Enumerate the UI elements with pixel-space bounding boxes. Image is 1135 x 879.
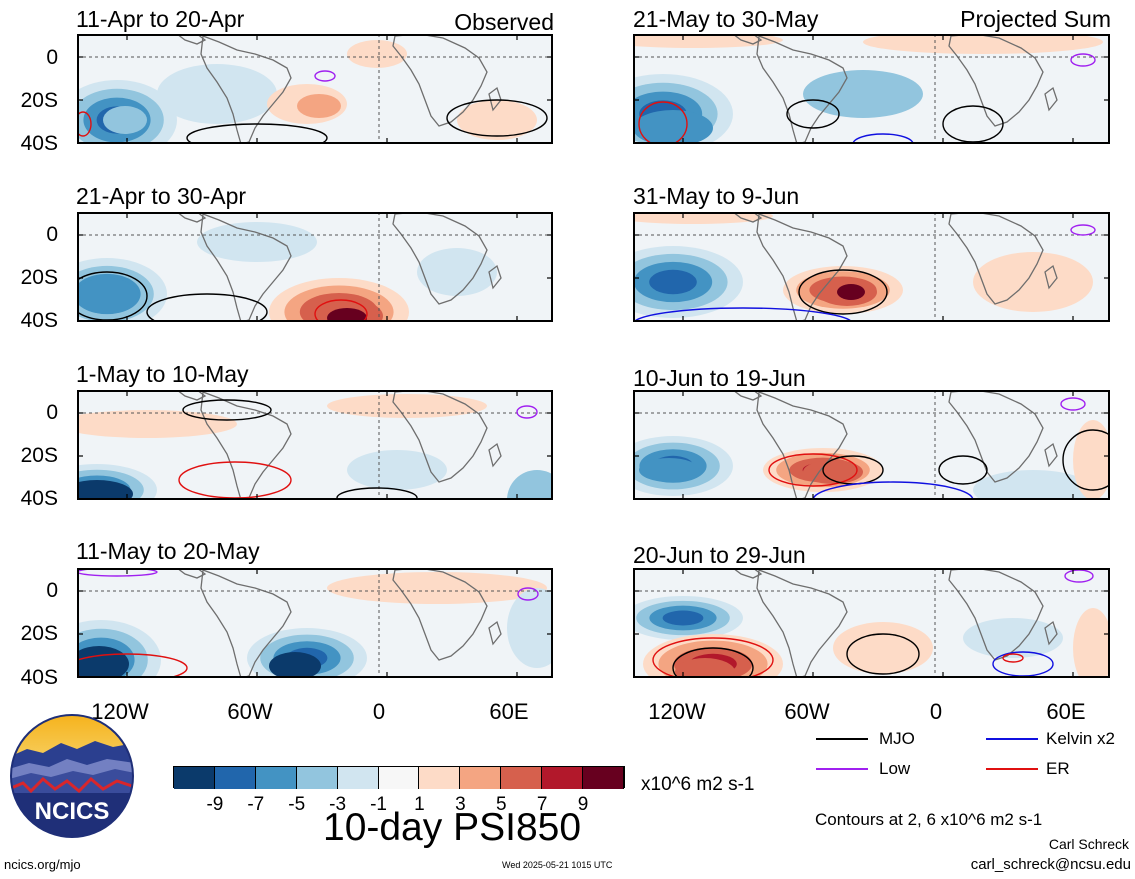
colorbar-label: -9	[206, 794, 224, 815]
colorbar-cell	[583, 767, 624, 789]
panel-title-right-2: 31-May to 9-Jun	[633, 183, 800, 209]
lon-label-60e: 60E	[489, 699, 529, 724]
colorbar-label: 9	[577, 794, 589, 815]
lat-label-20s: 20S	[20, 622, 58, 645]
footer-url: ncics.org/mjo	[4, 857, 81, 872]
lat-label-40s: 40S	[20, 487, 58, 510]
colorbar-cell	[296, 767, 338, 789]
colorbar-label: 1	[414, 794, 425, 815]
colorbar-label: 5	[495, 794, 507, 815]
lat-label-0: 0	[46, 223, 58, 246]
colorbar-cell	[542, 767, 584, 789]
colorbar-cell	[460, 767, 502, 789]
panel-title-left-4: 11-May to 20-May	[76, 538, 260, 564]
figure-title: 10-day PSI850	[323, 806, 582, 849]
lon-label-60e: 60E	[1046, 699, 1086, 724]
colorbar-cell	[214, 767, 256, 789]
lon-label-0: 0	[929, 699, 943, 724]
legend-swatch-mjo	[816, 738, 868, 740]
map-panel-right-3	[633, 390, 1110, 500]
legend-swatch-er	[986, 768, 1038, 770]
map-panel-right-1	[633, 34, 1110, 144]
panel-title-left-2: 21-Apr to 30-Apr	[76, 183, 247, 209]
legend-swatch-low	[816, 768, 868, 770]
lat-label-0: 0	[46, 401, 58, 424]
legend-label-low: Low	[879, 759, 911, 778]
contours-note: Contours at 2, 6 x10^6 m2 s-1	[815, 810, 1043, 829]
colorbar-label: -7	[247, 794, 265, 815]
map-panel-left-3	[77, 390, 553, 500]
lon-label-60w: 60W	[227, 699, 273, 724]
lon-label-120w: 120W	[91, 699, 149, 724]
observed-label: Observed	[454, 9, 554, 35]
ncics-logo: NCICS	[10, 714, 134, 838]
logo-text: NCICS	[35, 798, 110, 825]
map-panel-right-4	[633, 568, 1110, 678]
lat-label-20s: 20S	[20, 444, 58, 467]
panel-title-right-1: 21-May to 30-May	[633, 6, 819, 32]
lat-label-0: 0	[46, 579, 58, 602]
colorbar-cell	[337, 767, 379, 789]
legend-label-er: ER	[1046, 759, 1070, 778]
colorbar: -9 -7 -5 -3 -1 1 3 5 7 9	[173, 766, 625, 815]
map-panel-left-4	[77, 568, 553, 678]
colorbar-label: -3	[329, 794, 347, 815]
colorbar-cell	[174, 767, 215, 789]
colorbar-label: 7	[536, 794, 548, 815]
lat-label-20s: 20S	[20, 266, 58, 289]
colorbar-cell	[378, 767, 420, 789]
colorbar-units: x10^6 m2 s-1	[641, 774, 755, 795]
map-panel-left-1	[77, 34, 553, 144]
lat-label-0: 0	[46, 46, 58, 69]
map-panel-right-2	[633, 212, 1110, 322]
projected-sum-label: Projected Sum	[960, 6, 1111, 32]
panel-title-right-4: 20-Jun to 29-Jun	[633, 542, 806, 568]
colorbar-cell	[501, 767, 543, 789]
colorbar-cells	[174, 767, 624, 789]
lat-label-20s: 20S	[20, 89, 58, 112]
lat-label-40s: 40S	[20, 132, 58, 155]
panel-title-left-1: 11-Apr to 20-Apr	[76, 6, 245, 32]
colorbar-cell	[419, 767, 461, 789]
lon-label-120w: 120W	[648, 699, 706, 724]
panel-title-right-3: 10-Jun to 19-Jun	[633, 365, 806, 391]
panel-title-left-3: 1-May to 10-May	[76, 361, 249, 387]
colorbar-label: -5	[288, 794, 306, 815]
lat-label-40s: 40S	[20, 309, 58, 332]
colorbar-label: -1	[370, 794, 387, 815]
lon-label-60w: 60W	[784, 699, 830, 724]
footer-email: carl_schreck@ncsu.edu	[970, 856, 1131, 873]
lat-label-40s: 40S	[20, 666, 58, 689]
colorbar-label: 3	[455, 794, 466, 815]
map-panel-left-2	[77, 212, 553, 322]
footer-timestamp: Wed 2025-05-21 1015 UTC	[502, 860, 613, 870]
lon-label-0: 0	[372, 699, 386, 724]
legend-label-kelvin: Kelvin x2	[1046, 729, 1115, 748]
legend-swatch-kelvin	[986, 738, 1038, 740]
legend-label-mjo: MJO	[879, 729, 915, 748]
footer-author: Carl Schreck	[1048, 836, 1129, 852]
colorbar-cell	[255, 767, 297, 789]
